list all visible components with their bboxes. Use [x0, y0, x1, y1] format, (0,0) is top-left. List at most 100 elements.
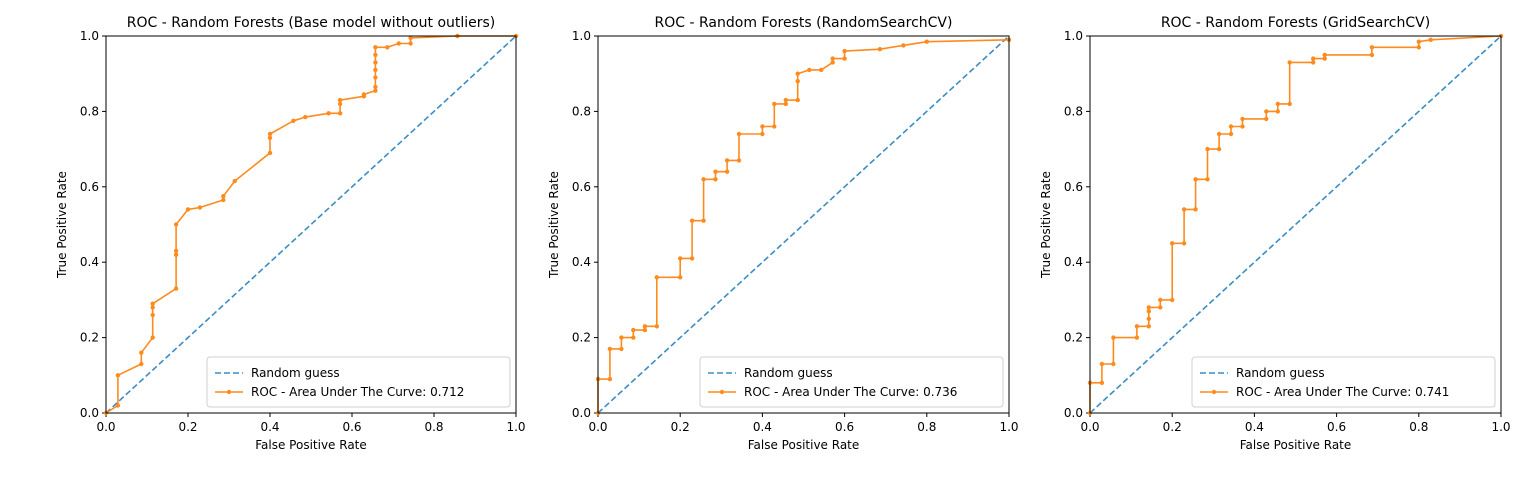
roc-point: [1428, 37, 1433, 42]
x-axis-label: False Positive Rate: [1240, 438, 1352, 452]
roc-point: [736, 131, 742, 137]
roc-point: [1228, 131, 1234, 137]
roc-point: [1416, 45, 1422, 50]
roc-point: [1275, 109, 1281, 114]
roc-point: [1205, 146, 1210, 152]
roc-point: [408, 41, 413, 46]
y-tick-label: 0.4: [80, 255, 99, 269]
plot-frame: [1089, 35, 1502, 414]
roc-point: [795, 71, 800, 76]
roc-point: [631, 335, 636, 340]
y-tick-label: 0.2: [80, 331, 99, 345]
legend-label-random-guess: Random guess: [744, 366, 833, 380]
roc-point: [150, 335, 155, 340]
legend-label-roc: ROC - Area Under The Curve: 0.741: [1236, 385, 1449, 399]
roc-point: [830, 56, 835, 61]
roc-point: [1216, 131, 1222, 137]
chart-title: ROC - Random Forests (Base model without…: [127, 15, 496, 31]
x-tick-label: 1.0: [999, 420, 1018, 434]
roc-point: [1322, 52, 1327, 58]
roc-point: [267, 150, 273, 156]
y-tick-label: 0.8: [572, 104, 591, 118]
roc-point: [361, 92, 367, 97]
roc-point: [337, 101, 343, 107]
roc-point: [807, 67, 812, 73]
roc-point: [139, 350, 144, 355]
roc-point: [185, 207, 191, 212]
roc-point: [654, 275, 659, 280]
roc-point: [396, 41, 401, 46]
roc-point: [373, 45, 378, 50]
random-guess-line: [597, 35, 1010, 414]
roc-point: [1240, 116, 1245, 122]
legend-label-roc: ROC - Area Under The Curve: 0.712: [251, 385, 464, 399]
roc-point: [631, 327, 636, 333]
roc-point: [1111, 335, 1116, 340]
x-axis-label: False Positive Rate: [748, 438, 860, 452]
y-tick-label: 0.0: [1064, 406, 1083, 420]
x-tick-label: 0.8: [917, 420, 936, 434]
roc-point: [678, 275, 683, 280]
roc-point: [760, 131, 765, 137]
roc-point: [1158, 305, 1163, 310]
roc-point: [1181, 207, 1187, 212]
roc-point: [713, 169, 718, 174]
roc-point: [373, 88, 378, 93]
y-tick-label: 1.0: [572, 29, 591, 43]
roc-point: [642, 324, 648, 329]
y-tick-label: 0.8: [1064, 104, 1083, 118]
roc-point: [267, 131, 273, 137]
roc-panel-3: ROC - Random Forests (GridSearchCV)0.0 0.…: [1039, 15, 1511, 452]
roc-point: [115, 403, 121, 408]
legend-marker-roc: [226, 389, 232, 395]
roc-point: [115, 373, 121, 378]
roc-point: [150, 301, 155, 306]
roc-point: [678, 256, 683, 261]
roc-point: [607, 376, 613, 382]
legend-label-roc: ROC - Area Under The Curve: 0.736: [744, 385, 957, 399]
roc-point: [654, 324, 659, 329]
roc-point: [1170, 297, 1175, 303]
roc-point: [1134, 335, 1140, 340]
roc-point: [1240, 124, 1245, 129]
roc-point: [150, 305, 155, 310]
roc-point: [221, 197, 226, 203]
roc-point: [197, 205, 203, 210]
x-tick-label: 0.0: [1080, 420, 1099, 434]
y-tick-label: 1.0: [80, 29, 99, 43]
roc-point: [701, 218, 706, 223]
roc-point: [1170, 241, 1175, 246]
roc-panel-1: ROC - Random Forests (Base model without…: [55, 15, 526, 452]
legend-marker-roc: [719, 389, 725, 395]
chart-title: ROC - Random Forests (GridSearchCV): [1161, 15, 1430, 31]
roc-point: [173, 248, 179, 254]
roc-point: [1193, 207, 1198, 212]
roc-point: [736, 158, 742, 163]
roc-point: [924, 39, 929, 44]
roc-point: [1264, 116, 1269, 122]
roc-point: [1099, 380, 1105, 385]
roc-point: [795, 97, 800, 103]
roc-point: [642, 327, 648, 333]
x-tick-label: 0.0: [588, 420, 607, 434]
random-guess-line: [105, 35, 517, 414]
x-tick-label: 0.4: [260, 420, 279, 434]
legend-label-random-guess: Random guess: [251, 366, 340, 380]
roc-point: [291, 118, 296, 124]
roc-point: [760, 124, 765, 129]
roc-point: [1416, 39, 1422, 44]
roc-point: [337, 111, 343, 116]
roc-point: [173, 252, 179, 257]
roc-point: [1311, 56, 1316, 61]
roc-point: [689, 218, 695, 223]
roc-point: [1099, 361, 1105, 367]
roc-point: [713, 177, 718, 182]
roc-point: [1369, 45, 1375, 50]
roc-point: [373, 67, 378, 73]
roc-point: [1287, 101, 1292, 107]
roc-point: [1146, 324, 1152, 329]
roc-point: [1146, 305, 1152, 310]
roc-point: [701, 177, 706, 182]
roc-point: [1216, 146, 1222, 152]
